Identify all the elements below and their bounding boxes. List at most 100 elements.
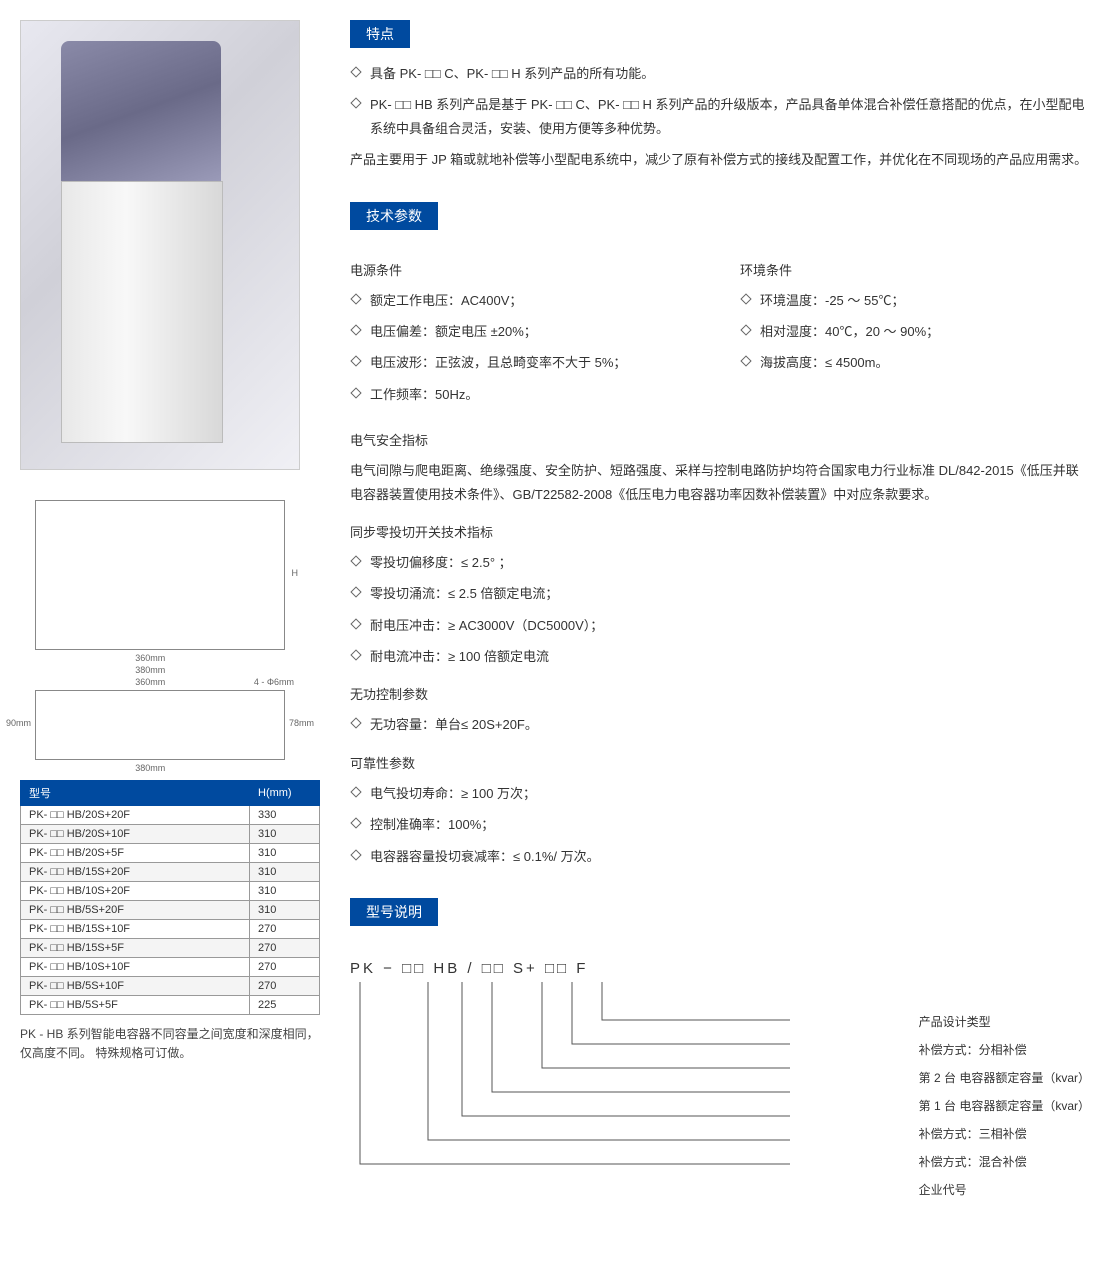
sync-item: 耐电流冲击：≥ 100 倍额定电流 (350, 645, 1090, 668)
diamond-icon (350, 387, 361, 398)
sync-item: 零投切偏移度：≤ 2.5° ； (350, 551, 1090, 574)
table-cell: 310 (250, 825, 320, 844)
diamond-icon (350, 66, 361, 77)
env-text: 环境温度：-25 ～ 55℃； (760, 289, 904, 312)
feature-item: 具备 PK- □□ C、PK- □□ H 系列产品的所有功能。 (350, 62, 1090, 85)
reliability-item: 控制准确率：100%； (350, 813, 1090, 836)
sync-text: 耐电流冲击：≥ 100 倍额定电流 (370, 645, 549, 668)
model-label: 企业代号 (919, 1178, 1090, 1202)
diamond-icon (350, 718, 361, 729)
table-cell: PK- □□ HB/15S+10F (21, 920, 250, 939)
diamond-icon (740, 356, 751, 367)
table-cell: PK- □□ HB/20S+5F (21, 844, 250, 863)
table-cell: 310 (250, 901, 320, 920)
table-note: PK - HB 系列智能电容器不同容量之间宽度和深度相同，仅高度不同。 特殊规格… (20, 1025, 320, 1063)
model-label: 第 2 台 电容器额定容量（kvar） (919, 1066, 1090, 1090)
table-cell: 270 (250, 958, 320, 977)
dim-w1: 360mm (135, 653, 165, 663)
diamond-icon (350, 618, 361, 629)
safety-para: 电气间隙与爬电距离、绝缘强度、安全防护、短路强度、采样与控制电路防护均符合国家电… (350, 459, 1090, 506)
diamond-icon (350, 356, 361, 367)
tech-header: 技术参数 (350, 202, 438, 230)
reliability-title: 可靠性参数 (350, 753, 1090, 772)
diamond-icon (350, 293, 361, 304)
th-h: H(mm) (250, 781, 320, 806)
table-cell: 310 (250, 844, 320, 863)
diamond-icon (350, 649, 361, 660)
power-text: 电压波形：正弦波，且总畸变率不大于 5%； (370, 351, 626, 374)
table-cell: PK- □□ HB/15S+5F (21, 939, 250, 958)
env-item: 环境温度：-25 ～ 55℃； (740, 289, 1090, 312)
table-cell: 270 (250, 939, 320, 958)
diamond-icon (350, 555, 361, 566)
diamond-icon (350, 849, 361, 860)
power-text: 工作频率：50Hz。 (370, 383, 478, 406)
feature-item: PK- □□ HB 系列产品是基于 PK- □□ C、PK- □□ H 系列产品… (350, 93, 1090, 140)
model-header: 型号说明 (350, 898, 438, 926)
spec-table: 型号 H(mm) PK- □□ HB/20S+20F330PK- □□ HB/2… (20, 780, 320, 1015)
sync-title: 同步零投切开关技术指标 (350, 522, 1090, 541)
model-label: 补偿方式：混合补偿 (919, 1150, 1090, 1174)
env-text: 相对湿度：40℃，20 ～ 90%； (760, 320, 939, 343)
sync-item: 零投切涌流：≤ 2.5 倍额定电流； (350, 582, 1090, 605)
diamond-icon (350, 324, 361, 335)
table-cell: 330 (250, 806, 320, 825)
table-row: PK- □□ HB/20S+10F310 (21, 825, 320, 844)
power-item: 工作频率：50Hz。 (350, 383, 700, 406)
diamond-icon (740, 293, 751, 304)
table-cell: PK- □□ HB/10S+10F (21, 958, 250, 977)
env-item: 海拔高度：≤ 4500m。 (740, 351, 1090, 374)
dim-hole: 4 - Φ6mm (254, 677, 294, 687)
reliability-item: 电气投切寿命：≥ 100 万次； (350, 782, 1090, 805)
features-section: 特点 具备 PK- □□ C、PK- □□ H 系列产品的所有功能。PK- □□… (350, 20, 1090, 172)
power-item: 电压偏差：额定电压 ±20%； (350, 320, 700, 343)
features-para: 产品主要用于 JP 箱或就地补偿等小型配电系统中，减少了原有补偿方式的接线及配置… (350, 148, 1090, 171)
table-row: PK- □□ HB/10S+10F270 (21, 958, 320, 977)
sync-item: 耐电压冲击：≥ AC3000V（DC5000V）； (350, 614, 1090, 637)
table-row: PK- □□ HB/20S+20F330 (21, 806, 320, 825)
dim-to: 380mm (135, 763, 165, 773)
th-model: 型号 (21, 781, 250, 806)
safety-title: 电气安全指标 (350, 430, 1090, 449)
table-cell: 270 (250, 920, 320, 939)
diamond-icon (350, 786, 361, 797)
model-label: 第 1 台 电容器额定容量（kvar） (919, 1094, 1090, 1118)
table-cell: PK- □□ HB/20S+10F (21, 825, 250, 844)
reliability-text: 电容器容量投切衰减率：≤ 0.1%/ 万次。 (370, 845, 600, 868)
model-label: 补偿方式：三相补偿 (919, 1122, 1090, 1146)
feature-text: PK- □□ HB 系列产品是基于 PK- □□ C、PK- □□ H 系列产品… (370, 93, 1090, 140)
table-cell: 225 (250, 996, 320, 1015)
dim-h: H (292, 568, 299, 578)
env-item: 相对湿度：40℃，20 ～ 90%； (740, 320, 1090, 343)
reactive-item: 无功容量：单台≤ 20S+20F。 (350, 713, 1090, 736)
product-photo (20, 20, 300, 470)
diamond-icon (740, 324, 751, 335)
table-cell: PK- □□ HB/20S+20F (21, 806, 250, 825)
dim-d: 78mm (289, 718, 314, 728)
dim-od: 90mm (6, 718, 31, 728)
table-row: PK- □□ HB/15S+20F310 (21, 863, 320, 882)
reliability-item: 电容器容量投切衰减率：≤ 0.1%/ 万次。 (350, 845, 1090, 868)
model-labels: 产品设计类型补偿方式：分相补偿第 2 台 电容器额定容量（kvar） 第 1 台 … (919, 1010, 1090, 1206)
reliability-text: 电气投切寿命：≥ 100 万次； (370, 782, 536, 805)
model-label: 补偿方式：分相补偿 (919, 1038, 1090, 1062)
env-text: 海拔高度：≤ 4500m。 (760, 351, 889, 374)
reactive-title: 无功控制参数 (350, 684, 1090, 703)
table-row: PK- □□ HB/5S+10F270 (21, 977, 320, 996)
table-row: PK- □□ HB/10S+20F310 (21, 882, 320, 901)
power-text: 电压偏差：额定电压 ±20%； (370, 320, 537, 343)
table-cell: PK- □□ HB/5S+5F (21, 996, 250, 1015)
table-cell: PK- □□ HB/5S+20F (21, 901, 250, 920)
table-row: PK- □□ HB/20S+5F310 (21, 844, 320, 863)
table-row: PK- □□ HB/5S+5F225 (21, 996, 320, 1015)
table-cell: 270 (250, 977, 320, 996)
model-label: 产品设计类型 (919, 1010, 1090, 1034)
table-cell: 310 (250, 863, 320, 882)
power-item: 电压波形：正弦波，且总畸变率不大于 5%； (350, 351, 700, 374)
power-item: 额定工作电压：AC400V； (350, 289, 700, 312)
env-title: 环境条件 (740, 260, 1090, 279)
table-row: PK- □□ HB/15S+10F270 (21, 920, 320, 939)
dim-top-w: 360mm (135, 677, 165, 687)
table-cell: 310 (250, 882, 320, 901)
dim-w2: 380mm (135, 665, 165, 675)
